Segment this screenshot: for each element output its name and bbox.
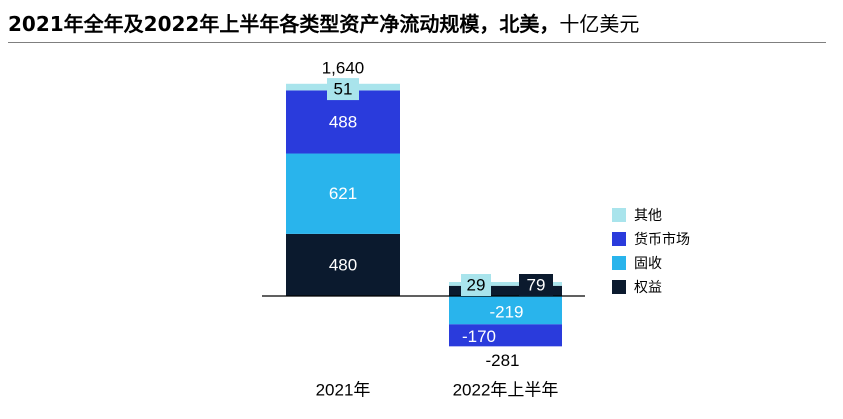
x-tick-label-2: 2022年上半年 — [453, 381, 559, 400]
legend-swatch-other — [612, 208, 626, 222]
total-label-1: 1,640 — [322, 58, 365, 77]
bar-segment-fixed-income-1 — [286, 153, 400, 234]
legend-label-other: 其他 — [634, 208, 662, 224]
chart-title-unit: 十亿美元 — [559, 12, 640, 36]
data-label-money-market-2: -170 — [462, 327, 496, 346]
data-label-box-other-2 — [461, 274, 491, 296]
bar-segment-other-2 — [449, 282, 562, 286]
legend-swatch-money-market — [612, 232, 626, 246]
data-label-other-1: 51 — [334, 80, 353, 99]
data-label-fixed-income-1: 621 — [329, 184, 357, 203]
data-label-fixed-income-2: -219 — [489, 303, 523, 322]
chart-legend: 其他 货币市场 固收 权益 — [612, 203, 690, 299]
bar-segment-money-market-1 — [286, 90, 400, 154]
bar-segment-equity-2 — [449, 285, 562, 296]
data-label-money-market-1: 488 — [329, 112, 357, 131]
x-tick-label-1: 2021年 — [316, 381, 371, 400]
legend-item-fixed-income: 固收 — [612, 251, 690, 275]
data-label-box-equity-2 — [519, 274, 553, 296]
legend-label-equity: 权益 — [634, 280, 662, 296]
bar-segment-money-market-2 — [449, 324, 562, 347]
title-divider — [8, 42, 826, 43]
legend-swatch-fixed-income — [612, 256, 626, 270]
chart-title: 2021年全年及2022年上半年各类型资产净流动规模，北美，十亿美元 — [8, 8, 639, 37]
data-label-equity-1: 480 — [329, 255, 357, 274]
total-label-2: -281 — [485, 351, 519, 370]
legend-item-equity: 权益 — [612, 275, 690, 299]
data-label-other-2: 29 — [467, 276, 486, 295]
bar-segment-equity-1 — [286, 233, 400, 296]
chart-title-main: 2021年全年及2022年上半年各类型资产净流动规模，北美， — [8, 12, 560, 36]
legend-swatch-equity — [612, 280, 626, 294]
bar-segment-fixed-income-2 — [449, 296, 562, 325]
data-label-equity-2: 79 — [527, 276, 546, 295]
legend-label-money-market: 货币市场 — [634, 232, 690, 248]
legend-label-fixed-income: 固收 — [634, 256, 662, 272]
data-label-box-other-1 — [327, 78, 359, 101]
legend-item-other: 其他 — [612, 203, 690, 227]
legend-item-money-market: 货币市场 — [612, 227, 690, 251]
